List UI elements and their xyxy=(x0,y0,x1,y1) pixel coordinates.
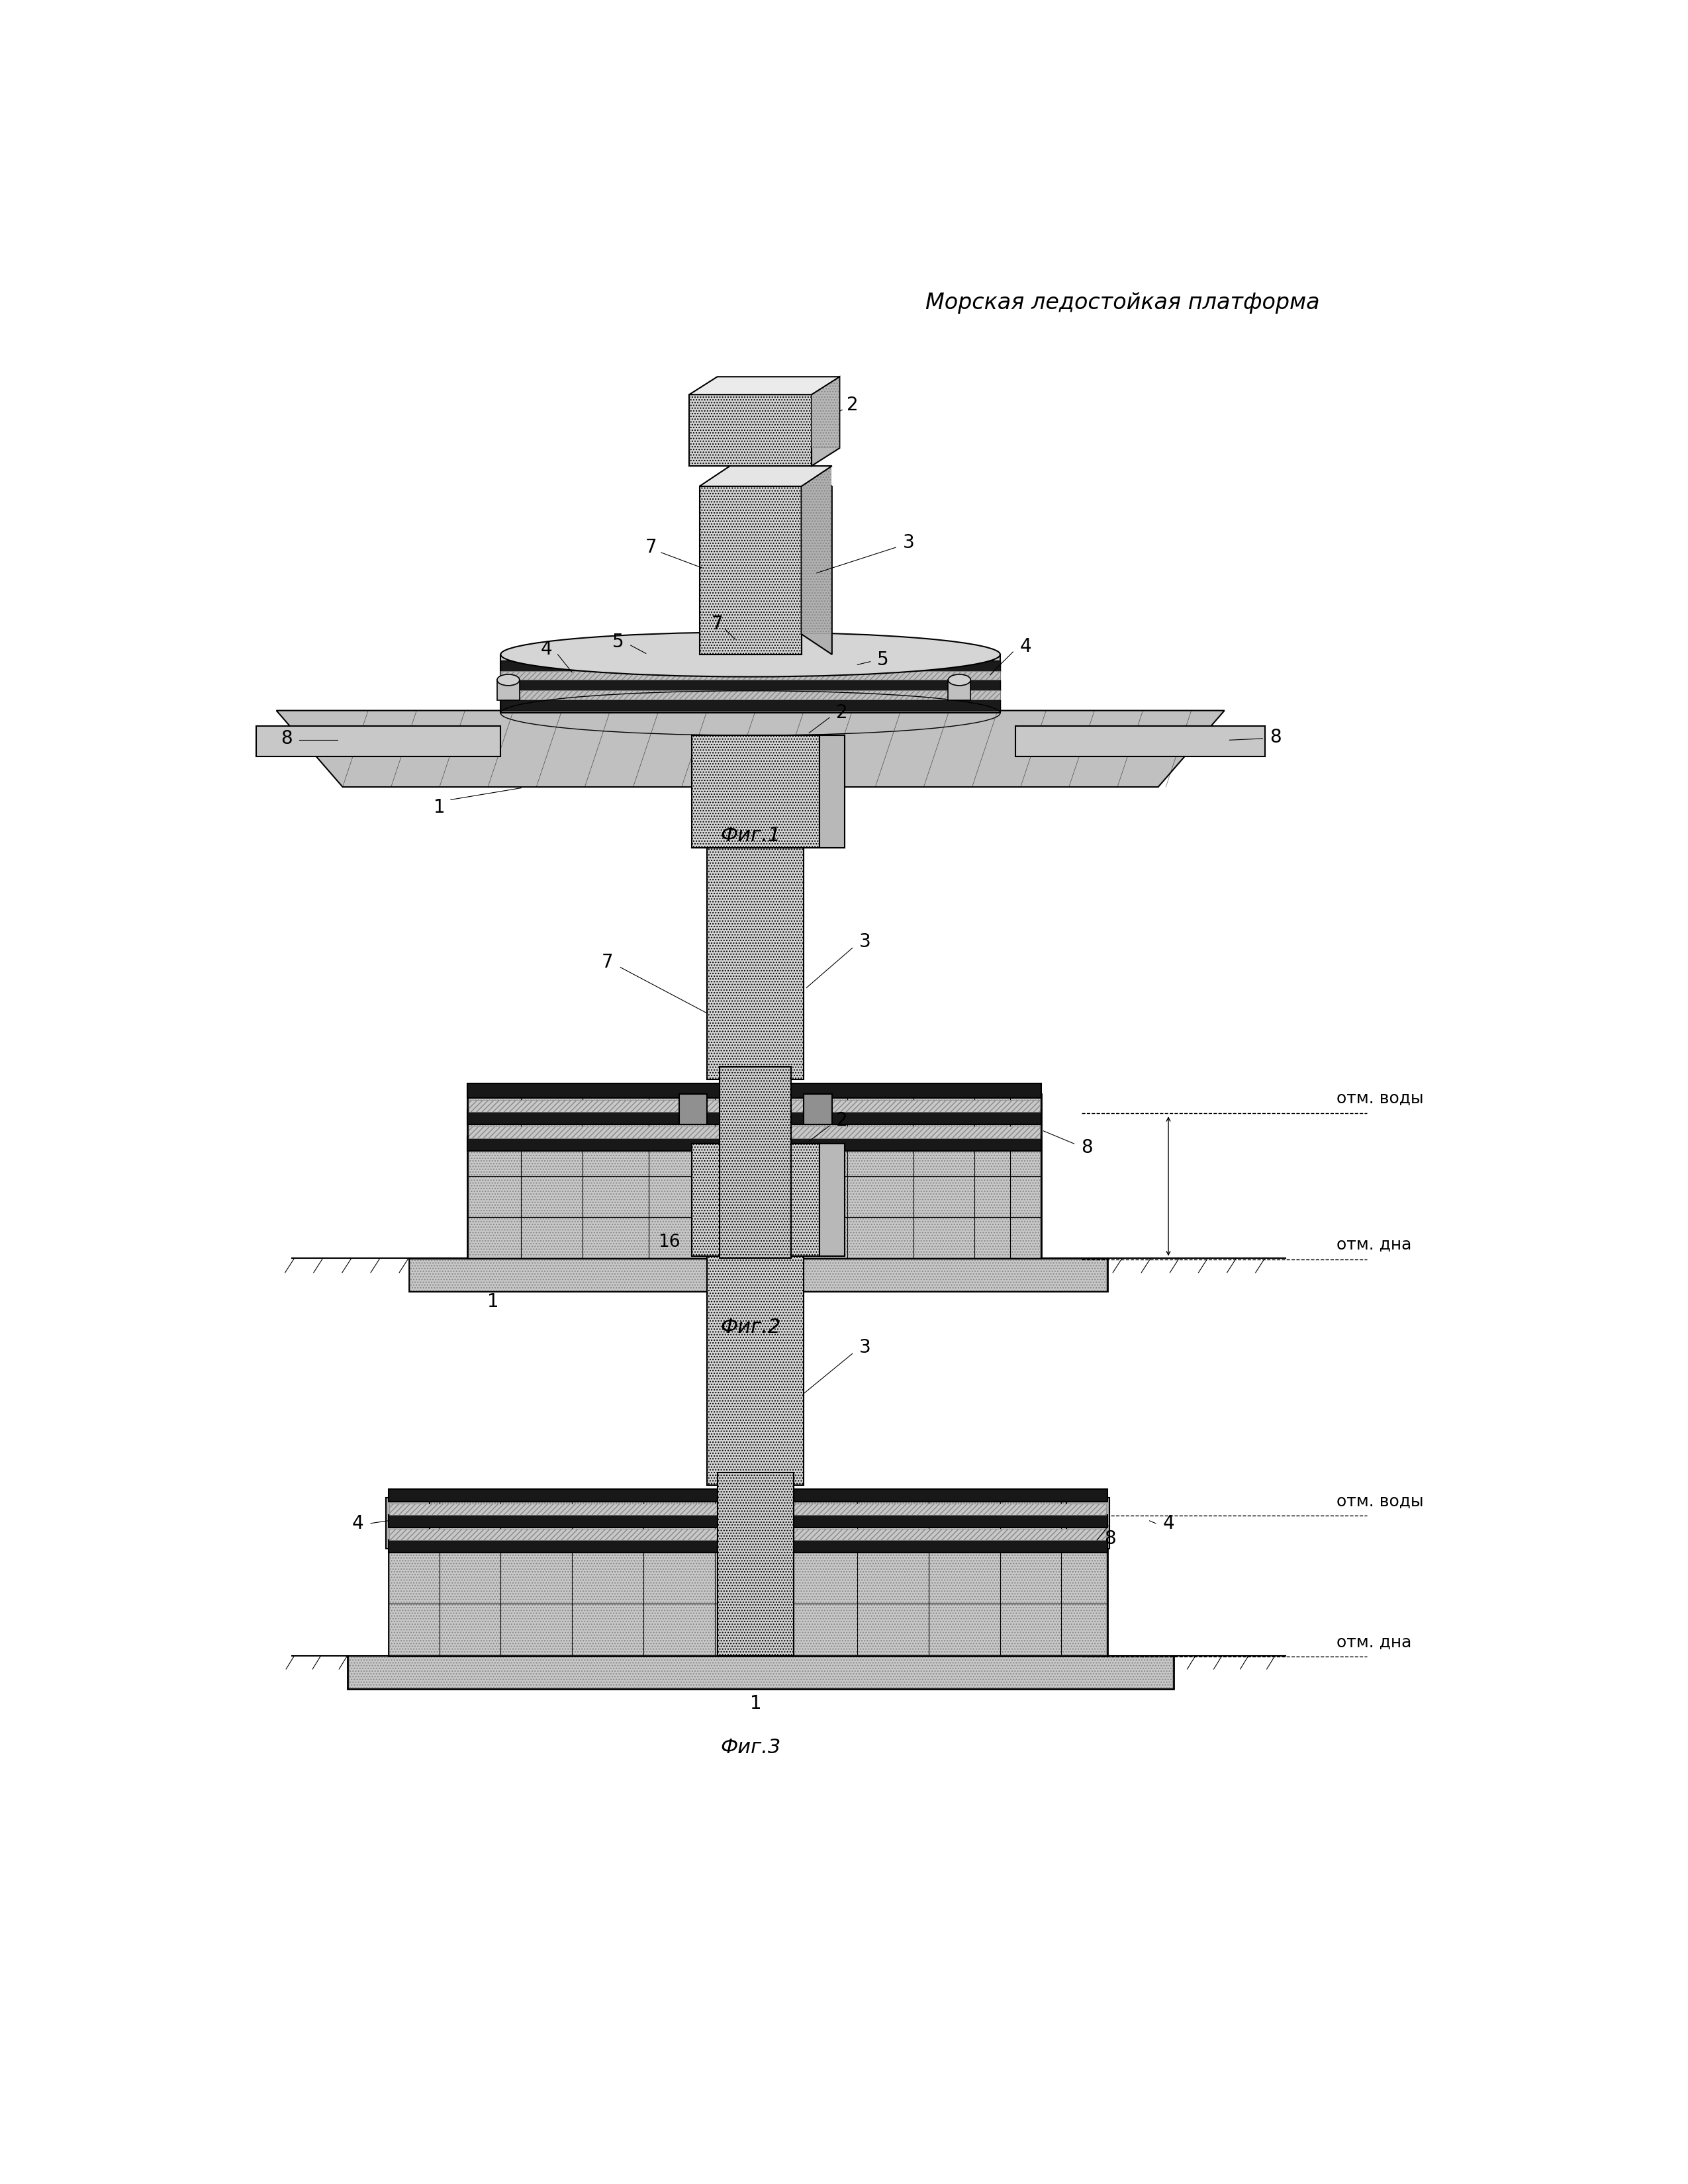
Text: 4: 4 xyxy=(1163,1514,1175,1533)
Bar xyxy=(348,1655,1173,1688)
Bar xyxy=(388,1540,1107,1553)
Bar xyxy=(707,1256,803,1485)
Text: 5: 5 xyxy=(878,651,890,668)
Text: 2: 2 xyxy=(846,395,858,415)
Ellipse shape xyxy=(501,631,1001,677)
Text: 7: 7 xyxy=(711,614,722,633)
Bar xyxy=(692,736,819,847)
Polygon shape xyxy=(802,465,832,655)
Text: 7: 7 xyxy=(603,952,613,972)
Text: Морская ледостойкая платформа: Морская ледостойкая платформа xyxy=(925,293,1320,314)
Bar xyxy=(819,736,844,847)
Bar xyxy=(390,1529,1106,1540)
Bar xyxy=(468,1083,1041,1099)
Polygon shape xyxy=(812,376,839,465)
Text: 4: 4 xyxy=(1020,638,1031,655)
Text: 8: 8 xyxy=(1104,1529,1116,1548)
Bar xyxy=(469,1101,1040,1112)
Text: 5: 5 xyxy=(613,633,625,651)
Bar xyxy=(1067,1498,1109,1548)
Bar xyxy=(469,1094,1040,1258)
Text: Фиг.2: Фиг.2 xyxy=(721,1317,780,1337)
Bar xyxy=(501,699,1001,710)
Polygon shape xyxy=(1016,725,1266,756)
Bar xyxy=(692,1144,819,1256)
Bar xyxy=(679,1094,707,1125)
Bar xyxy=(719,1066,792,1258)
Text: 3: 3 xyxy=(859,933,871,952)
Text: 3: 3 xyxy=(903,533,915,553)
Bar xyxy=(501,660,1001,673)
Text: Фиг.3: Фиг.3 xyxy=(721,1738,780,1758)
Text: 2: 2 xyxy=(836,1112,847,1129)
Bar xyxy=(387,1498,429,1548)
Polygon shape xyxy=(257,725,501,756)
Bar xyxy=(388,1489,1107,1503)
Bar xyxy=(802,465,830,633)
Text: 7: 7 xyxy=(645,537,657,557)
Text: 4: 4 xyxy=(540,640,552,660)
Bar xyxy=(717,1472,793,1655)
Bar xyxy=(388,1498,1107,1655)
Text: 8: 8 xyxy=(1269,727,1281,747)
Text: отм. воды: отм. воды xyxy=(1337,1090,1423,1107)
Bar xyxy=(501,655,1001,714)
Bar xyxy=(812,378,839,448)
Ellipse shape xyxy=(496,675,520,686)
Polygon shape xyxy=(277,710,1224,786)
Bar xyxy=(349,1658,1173,1688)
Text: отм. дна: отм. дна xyxy=(1337,1236,1411,1254)
Text: 8: 8 xyxy=(280,729,292,747)
Bar xyxy=(410,1260,1106,1291)
Bar xyxy=(468,1109,1041,1125)
Bar xyxy=(390,1498,1106,1655)
Text: 1: 1 xyxy=(488,1293,500,1310)
Bar xyxy=(501,690,1001,699)
Ellipse shape xyxy=(949,675,971,686)
Bar xyxy=(803,1094,832,1125)
Bar xyxy=(819,1144,844,1256)
Polygon shape xyxy=(689,376,839,395)
Bar xyxy=(689,395,812,465)
Bar xyxy=(949,679,971,701)
Bar xyxy=(699,487,802,655)
Bar xyxy=(501,670,1001,679)
Text: Фиг.1: Фиг.1 xyxy=(721,826,780,845)
Text: 8: 8 xyxy=(1080,1138,1092,1158)
Bar xyxy=(501,679,1001,690)
Text: 1: 1 xyxy=(749,1695,761,1712)
Text: 16: 16 xyxy=(658,1234,680,1251)
Text: отм. воды: отм. воды xyxy=(1337,1494,1423,1509)
Text: 3: 3 xyxy=(859,1339,871,1356)
Polygon shape xyxy=(699,465,832,487)
Bar xyxy=(468,1094,1041,1258)
Bar xyxy=(388,1516,1107,1527)
Text: отм. дна: отм. дна xyxy=(1337,1634,1411,1651)
Bar xyxy=(390,1503,1106,1516)
Bar xyxy=(408,1258,1107,1291)
Text: 2: 2 xyxy=(836,703,847,723)
Bar xyxy=(468,1136,1041,1151)
Text: 4: 4 xyxy=(353,1514,365,1533)
Text: 1: 1 xyxy=(434,797,446,817)
Bar xyxy=(469,1127,1040,1138)
Bar xyxy=(496,679,520,701)
Bar xyxy=(707,847,803,1079)
